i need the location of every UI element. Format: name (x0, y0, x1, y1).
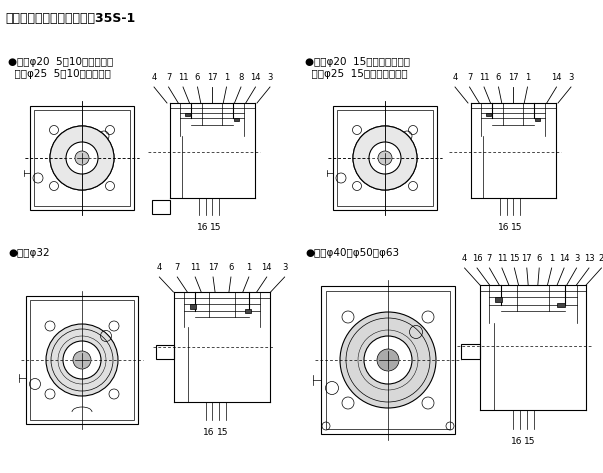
Text: 1: 1 (246, 263, 251, 272)
Text: ●内径φ40・φ50・φ63: ●内径φ40・φ50・φ63 (305, 248, 399, 258)
Text: 16: 16 (498, 223, 510, 232)
Circle shape (46, 324, 118, 396)
Text: 4: 4 (157, 263, 162, 272)
Bar (156, 345, 174, 359)
Text: 内径φ25  5・10ストローク: 内径φ25 5・10ストローク (8, 69, 111, 79)
Bar (185, 113, 190, 116)
Text: 1: 1 (224, 73, 229, 82)
Bar (26, 296, 138, 424)
Bar (151, 201, 169, 214)
Text: 14: 14 (551, 73, 562, 82)
Text: 16: 16 (472, 254, 482, 263)
Text: 15: 15 (511, 223, 522, 232)
Text: 11: 11 (178, 73, 188, 82)
Text: 2: 2 (599, 254, 603, 263)
Text: 16: 16 (511, 437, 522, 446)
Text: 3: 3 (574, 254, 579, 263)
Bar (557, 303, 565, 307)
Text: 6: 6 (195, 73, 200, 82)
Text: 6: 6 (496, 73, 501, 82)
Text: 3: 3 (282, 263, 287, 272)
Bar (333, 106, 437, 210)
Text: 16: 16 (197, 223, 209, 232)
Bar (30, 300, 134, 420)
Bar (337, 110, 433, 206)
Bar (486, 113, 491, 116)
Circle shape (63, 341, 101, 379)
Text: 8: 8 (238, 73, 244, 82)
Text: 11: 11 (190, 263, 200, 272)
Text: 15: 15 (525, 437, 536, 446)
Circle shape (50, 126, 114, 190)
Text: 7: 7 (175, 263, 180, 272)
Text: 15: 15 (216, 428, 228, 437)
Text: 7: 7 (166, 73, 171, 82)
Circle shape (378, 151, 392, 165)
Text: 17: 17 (508, 73, 519, 82)
Text: 4: 4 (462, 254, 467, 263)
Text: ●内径φ32: ●内径φ32 (8, 248, 49, 258)
Circle shape (364, 336, 412, 384)
Bar (234, 118, 239, 121)
Text: 7: 7 (467, 73, 472, 82)
Circle shape (340, 312, 436, 408)
Text: 3: 3 (568, 73, 573, 82)
Text: 1: 1 (549, 254, 554, 263)
Text: 複動形片ロッド／標準形／35S-1: 複動形片ロッド／標準形／35S-1 (5, 12, 135, 25)
Circle shape (377, 349, 399, 371)
Circle shape (75, 151, 89, 165)
Bar (190, 304, 196, 308)
Text: 11: 11 (497, 254, 507, 263)
Text: 14: 14 (559, 254, 569, 263)
Text: 17: 17 (522, 254, 532, 263)
Bar (535, 118, 540, 121)
Bar (326, 291, 450, 429)
Text: ●内径φ20  5・10ストローク: ●内径φ20 5・10ストローク (8, 57, 113, 67)
Circle shape (353, 126, 417, 190)
Text: 4: 4 (452, 73, 458, 82)
Text: 15: 15 (210, 223, 221, 232)
Text: 17: 17 (208, 263, 218, 272)
Text: 14: 14 (262, 263, 272, 272)
Text: 17: 17 (207, 73, 217, 82)
Bar (34, 110, 130, 206)
Text: 13: 13 (584, 254, 595, 263)
Text: 内径φ25  15ストローク以上: 内径φ25 15ストローク以上 (305, 69, 408, 79)
Text: 6: 6 (229, 263, 233, 272)
Text: 4: 4 (151, 73, 157, 82)
Text: ●内径φ20  15ストローク以上: ●内径φ20 15ストローク以上 (305, 57, 410, 67)
Circle shape (369, 142, 401, 174)
Text: 14: 14 (250, 73, 260, 82)
Bar (321, 286, 455, 434)
Text: 15: 15 (509, 254, 520, 263)
Text: 3: 3 (267, 73, 273, 82)
Circle shape (66, 142, 98, 174)
Text: 11: 11 (479, 73, 489, 82)
Text: 16: 16 (203, 428, 215, 437)
Text: 7: 7 (487, 254, 492, 263)
Circle shape (73, 351, 91, 369)
Bar (245, 309, 251, 314)
Text: 1: 1 (525, 73, 530, 82)
Bar (30, 106, 134, 210)
Bar (495, 298, 502, 302)
Bar (461, 344, 480, 359)
Text: 6: 6 (537, 254, 542, 263)
